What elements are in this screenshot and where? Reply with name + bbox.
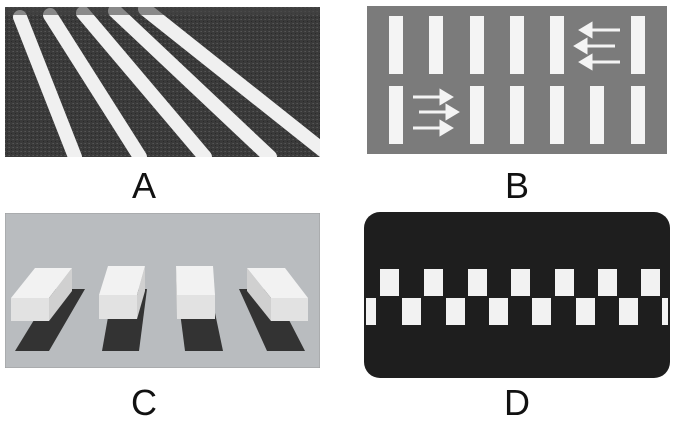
label-a: A — [131, 165, 156, 206]
crosswalk-stripes — [13, 7, 320, 157]
bar — [590, 86, 604, 144]
label-d: D — [504, 382, 530, 423]
panel-c-image — [5, 213, 320, 368]
raised-block — [99, 266, 145, 319]
panel-d — [364, 212, 670, 378]
panel-b-image — [367, 6, 667, 154]
panel-a-image — [5, 7, 320, 157]
label-b: B — [504, 165, 529, 206]
bar — [429, 16, 443, 74]
bar — [389, 16, 403, 74]
bar — [470, 86, 484, 144]
raised-block — [247, 268, 308, 321]
raised-block — [176, 266, 215, 319]
bar — [631, 16, 645, 74]
panel-d-image — [364, 212, 670, 378]
stripe — [138, 7, 320, 157]
stripe — [13, 10, 82, 157]
bar — [470, 16, 484, 74]
right-arrow-icon — [413, 88, 460, 137]
panel-a — [5, 7, 320, 157]
left-arrow-icon — [573, 21, 620, 71]
checker-row-bottom — [366, 298, 668, 325]
panel-c — [5, 213, 320, 368]
bar — [389, 86, 403, 144]
bar — [550, 86, 564, 144]
stripe — [43, 8, 147, 157]
bar — [631, 86, 645, 144]
crosswalk-bars-bottom — [389, 86, 645, 144]
bar — [510, 86, 524, 144]
panel-b — [367, 6, 667, 154]
checker-row-top — [380, 269, 660, 296]
stripe — [76, 7, 212, 157]
bar — [550, 16, 564, 74]
raised-block — [11, 268, 72, 321]
stripe — [108, 7, 277, 157]
label-c: C — [131, 382, 157, 423]
crosswalk-bars-top — [389, 16, 645, 74]
bar — [510, 16, 524, 74]
